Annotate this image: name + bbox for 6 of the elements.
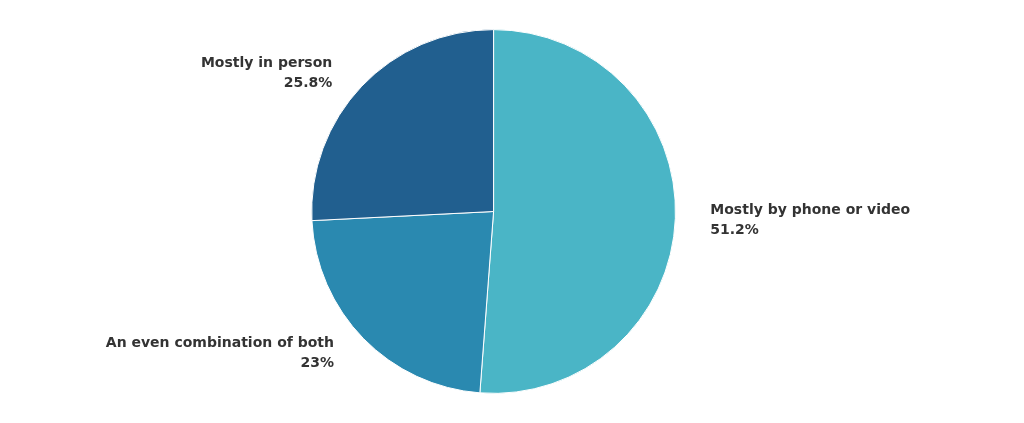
slice-label: An even combination of both <box>105 334 335 351</box>
slice-label: Mostly in person <box>200 54 333 71</box>
data-label: 51.2% <box>710 221 759 238</box>
slice-label: Mostly by phone or video <box>710 201 911 218</box>
data-label: 25.8% <box>283 74 333 91</box>
data-label: 23% <box>300 354 335 371</box>
